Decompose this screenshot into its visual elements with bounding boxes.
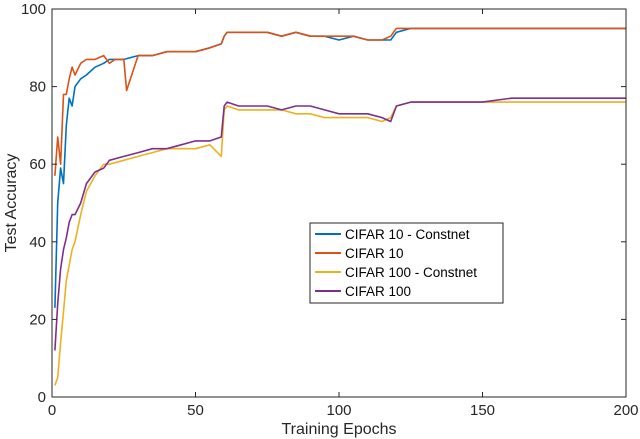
legend-box — [309, 222, 504, 304]
x-axis-label: Training Epochs — [281, 421, 396, 438]
legend-label-1: CIFAR 10 - Constnet — [345, 227, 470, 242]
y-tick-label: 0 — [38, 389, 46, 406]
x-tick-label: 100 — [326, 402, 351, 419]
y-tick-label: 40 — [29, 234, 46, 251]
axis-ticks: 0 50 100 150 200 0 20 40 60 80 100 — [21, 1, 639, 419]
y-tick-label: 100 — [21, 1, 46, 18]
series-line-4 — [54, 97, 626, 351]
x-tick-label: 50 — [187, 402, 204, 419]
legend: CIFAR 10 - Constnet CIFAR 10 CIFAR 100 - C… — [309, 222, 504, 304]
y-axis-label: Test Accuracy — [3, 154, 20, 253]
y-tick-label: 60 — [29, 156, 46, 173]
x-tick-label: 0 — [48, 402, 56, 419]
x-tick-label: 150 — [470, 402, 495, 419]
y-tick-label: 20 — [29, 311, 46, 328]
y-tick-label: 80 — [29, 79, 46, 96]
plot-lines — [54, 27, 626, 386]
legend-label-2: CIFAR 10 — [345, 246, 404, 261]
legend-label-3: CIFAR 100 - Constnet — [345, 265, 477, 280]
legend-label-4: CIFAR 100 — [345, 284, 411, 299]
series-line-2 — [54, 27, 626, 176]
x-tick-label: 200 — [613, 402, 638, 419]
